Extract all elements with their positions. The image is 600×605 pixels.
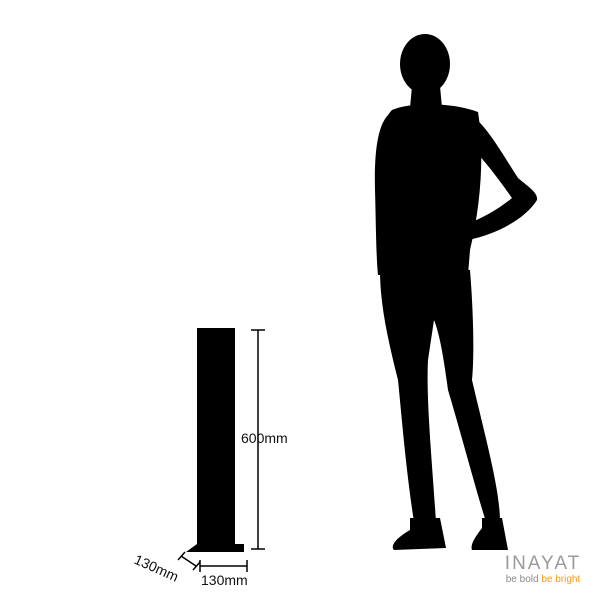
person-torso (377, 104, 482, 275)
tagline-part2: be bright (541, 573, 581, 585)
brand-name: INAYAT (504, 553, 582, 574)
person-legs (380, 270, 500, 522)
person-shoe-right (471, 518, 508, 550)
person-head (400, 34, 450, 94)
brand-logo: INAYAT be bold be bright (493, 554, 593, 585)
bollard-body (197, 328, 235, 549)
width-label: 130mm (201, 572, 248, 588)
tagline-part1: be bold (505, 573, 539, 585)
person-shoe-left (392, 518, 446, 550)
bollard-silhouette (186, 328, 244, 552)
brand-tagline: be bold be bright (493, 574, 593, 585)
bollard-base (186, 544, 244, 552)
person-arm-right (462, 114, 538, 240)
person-neck (410, 86, 442, 108)
width-dimension (199, 560, 248, 572)
depth-dimension (177, 551, 201, 571)
height-dimension (251, 329, 265, 550)
person-arm-left (374, 112, 394, 275)
person-silhouette (374, 34, 538, 550)
height-label: 600mm (241, 430, 288, 446)
